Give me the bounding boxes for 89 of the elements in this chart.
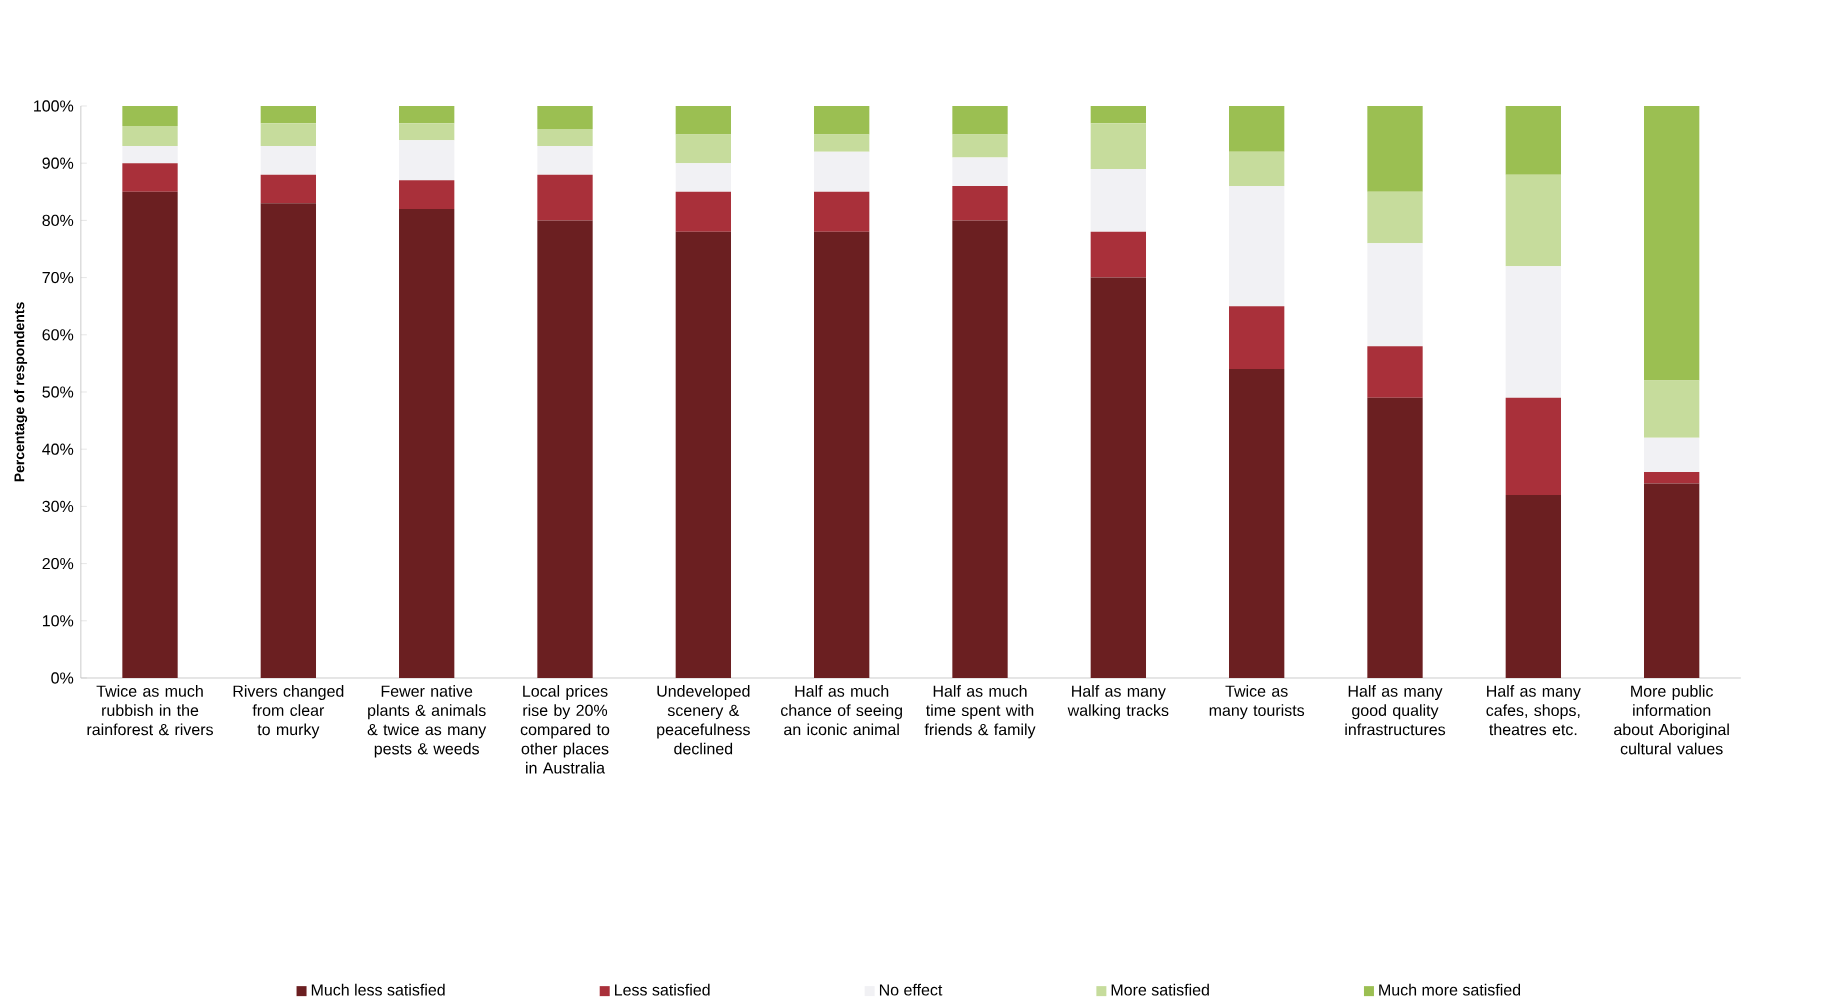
- bar: [1229, 368, 1285, 678]
- y-axis-title: Percentage of respondents: [14, 302, 28, 482]
- x-tick-label: More public information about Aboriginal cultural values: [1614, 684, 1729, 755]
- y-tick-label: 30%: [42, 500, 74, 512]
- x-tick-label: Rivers changed from clear to murky: [233, 684, 344, 739]
- bar: [122, 162, 178, 192]
- bar: [1505, 397, 1562, 495]
- bar: [399, 140, 455, 181]
- bar: [675, 134, 732, 163]
- legend-label: Much less satisfied: [311, 983, 445, 996]
- y-tick-label: 70%: [42, 271, 74, 284]
- bar: [1644, 483, 1700, 678]
- y-tick-label: 10%: [42, 614, 74, 627]
- bar: [1644, 437, 1700, 472]
- bar: [1644, 105, 1700, 381]
- x-tick-label: Half as many walking tracks: [1067, 684, 1169, 719]
- x-tick-label: Fewer native plants & animals & twice as many pests & weeds: [367, 684, 487, 758]
- bar: [537, 128, 593, 146]
- y-tick-label: 80%: [42, 214, 74, 226]
- bar: [1505, 494, 1562, 678]
- bar: [1229, 105, 1285, 152]
- bar: [675, 105, 732, 135]
- legend-label: Less satisfied: [615, 983, 710, 996]
- bar: [399, 180, 455, 209]
- bar: [1090, 168, 1147, 232]
- bar: [1229, 305, 1285, 369]
- bar: [260, 145, 317, 175]
- legend-label: Much more satisfied: [1379, 983, 1521, 996]
- bar: [1367, 191, 1423, 244]
- bar: [814, 191, 870, 232]
- bar: [537, 220, 593, 678]
- bar: [1229, 185, 1285, 306]
- x-tick-label: Twice as much rubbish in the rainforest & rivers: [87, 684, 213, 735]
- bar: [1367, 397, 1423, 678]
- bar: [1090, 105, 1147, 123]
- bar: [952, 105, 1008, 135]
- bar: [1505, 105, 1562, 175]
- bar: [1644, 471, 1700, 484]
- bar: [537, 145, 593, 175]
- bar: [399, 122, 455, 141]
- x-tick-label: Half as many good quality infrastructures: [1345, 684, 1446, 735]
- bar: [1505, 174, 1562, 266]
- bar: [952, 185, 1008, 221]
- bar: [1367, 243, 1423, 347]
- bar: [814, 231, 870, 678]
- bar: [1367, 346, 1423, 398]
- y-tick-label: 40%: [42, 443, 74, 455]
- x-tick-label: Half as much time spent with friends & family: [924, 684, 1036, 739]
- bar: [537, 105, 593, 129]
- bar: [1644, 380, 1700, 438]
- bar: [1090, 277, 1147, 678]
- bar: [260, 105, 317, 123]
- bar: [814, 134, 870, 152]
- bar: [122, 125, 178, 146]
- y-tick-label: 60%: [42, 328, 74, 341]
- bar: [814, 105, 870, 135]
- bar: [952, 157, 1008, 186]
- bar: [675, 162, 732, 192]
- bar: [260, 174, 317, 204]
- x-tick-label: Half as many cafes, shops, theatres etc.: [1486, 684, 1581, 735]
- bar: [814, 151, 870, 192]
- y-tick-label: 100%: [34, 100, 74, 112]
- bar: [260, 203, 317, 678]
- bar: [952, 220, 1008, 678]
- y-tick-label: 90%: [42, 157, 74, 169]
- bar: [675, 231, 732, 678]
- bar: [1090, 231, 1147, 278]
- x-tick-label: Undeveloped scenery & peacefulness declined: [657, 684, 750, 755]
- y-tick-label: 0%: [51, 672, 74, 684]
- legend-label: No effect: [879, 983, 943, 996]
- legend-label: More satisfied: [1111, 983, 1209, 996]
- x-tick-label: Half as much chance of seeing an iconic animal: [780, 684, 902, 735]
- bar: [122, 105, 178, 126]
- y-tick-label: 50%: [42, 386, 74, 398]
- bar: [122, 145, 178, 163]
- bar: [537, 174, 593, 221]
- bar: [1090, 122, 1147, 169]
- bar: [399, 208, 455, 678]
- bar: [399, 105, 455, 123]
- bar: [952, 134, 1008, 158]
- bar: [1367, 105, 1423, 192]
- x-tick-label: Local prices rise by 20% compared to other places in Australia: [520, 684, 610, 774]
- bar: [675, 191, 732, 232]
- bar: [122, 191, 178, 678]
- y-tick-label: 20%: [42, 557, 74, 570]
- x-tick-label: Twice as many tourists: [1209, 684, 1305, 719]
- bar: [260, 122, 317, 146]
- bar: [1505, 265, 1562, 398]
- bar: [1229, 151, 1285, 186]
